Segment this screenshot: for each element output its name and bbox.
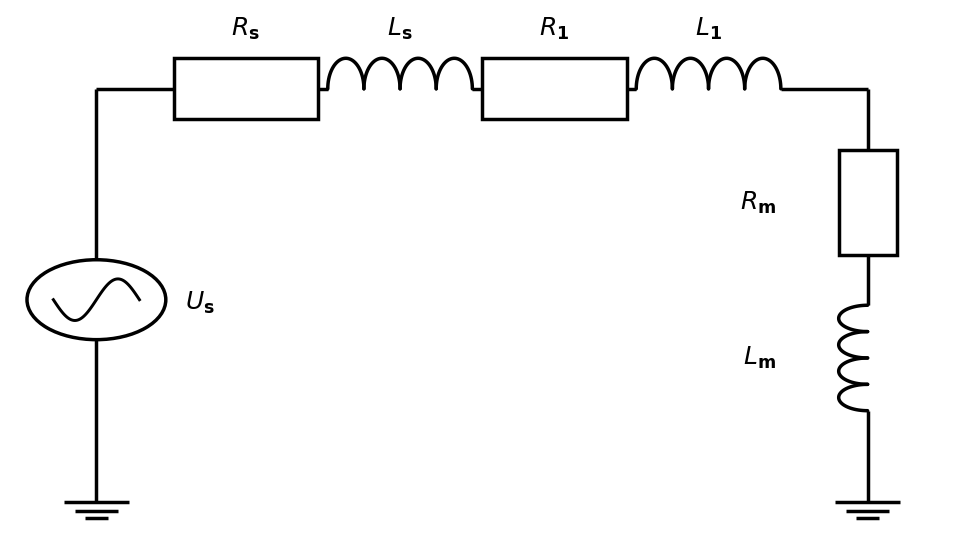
Text: $\mathbf{\mathit{R}}_{\mathbf{1}}$: $\mathbf{\mathit{R}}_{\mathbf{1}}$	[539, 16, 570, 42]
Text: $\mathbf{\mathit{L}}_{\mathbf{s}}$: $\mathbf{\mathit{L}}_{\mathbf{s}}$	[388, 16, 413, 42]
Text: $\mathbf{\mathit{L}}_{\mathbf{m}}$: $\mathbf{\mathit{L}}_{\mathbf{m}}$	[743, 345, 776, 371]
Text: $\mathbf{\mathit{R}}_{\mathbf{s}}$: $\mathbf{\mathit{R}}_{\mathbf{s}}$	[231, 16, 260, 42]
Bar	[482, 58, 627, 119]
Bar	[839, 150, 897, 255]
Bar	[174, 58, 318, 119]
Text: $\mathbf{\mathit{U}}_{\mathbf{s}}$: $\mathbf{\mathit{U}}_{\mathbf{s}}$	[185, 289, 215, 316]
Text: $\mathbf{\mathit{L}}_{\mathbf{1}}$: $\mathbf{\mathit{L}}_{\mathbf{1}}$	[695, 16, 722, 42]
Text: $\mathbf{\mathit{R}}_{\mathbf{m}}$: $\mathbf{\mathit{R}}_{\mathbf{m}}$	[739, 189, 776, 216]
